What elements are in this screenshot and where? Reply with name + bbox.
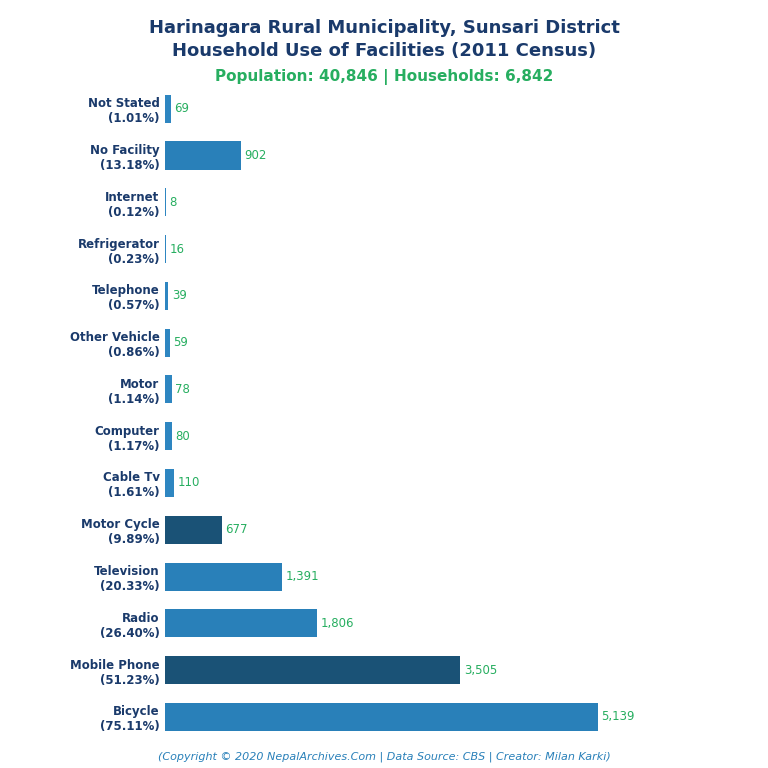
- Text: Harinagara Rural Municipality, Sunsari District: Harinagara Rural Municipality, Sunsari D…: [148, 19, 620, 37]
- Bar: [165, 235, 167, 263]
- Text: 5,139: 5,139: [601, 710, 635, 723]
- Bar: [165, 609, 317, 637]
- Text: 677: 677: [226, 523, 248, 536]
- Bar: [165, 376, 172, 403]
- Bar: [165, 329, 170, 356]
- Text: Population: 40,846 | Households: 6,842: Population: 40,846 | Households: 6,842: [215, 69, 553, 85]
- Text: 69: 69: [174, 102, 189, 115]
- Bar: [165, 422, 172, 450]
- Text: 16: 16: [170, 243, 185, 256]
- Bar: [165, 562, 283, 591]
- Text: 3,505: 3,505: [464, 664, 497, 677]
- Text: (Copyright © 2020 NepalArchives.Com | Data Source: CBS | Creator: Milan Karki): (Copyright © 2020 NepalArchives.Com | Da…: [157, 751, 611, 762]
- Text: 80: 80: [175, 429, 190, 442]
- Bar: [165, 516, 222, 544]
- Bar: [165, 703, 598, 731]
- Text: 39: 39: [172, 290, 187, 303]
- Bar: [165, 469, 174, 497]
- Text: 902: 902: [244, 149, 266, 162]
- Text: 8: 8: [169, 196, 177, 209]
- Text: 1,391: 1,391: [286, 570, 319, 583]
- Bar: [165, 656, 460, 684]
- Text: Household Use of Facilities (2011 Census): Household Use of Facilities (2011 Census…: [172, 42, 596, 60]
- Text: 110: 110: [177, 476, 200, 489]
- Bar: [165, 94, 171, 123]
- Bar: [165, 141, 241, 170]
- Text: 59: 59: [174, 336, 188, 349]
- Text: 78: 78: [175, 383, 190, 396]
- Bar: [165, 282, 168, 310]
- Text: 1,806: 1,806: [320, 617, 354, 630]
